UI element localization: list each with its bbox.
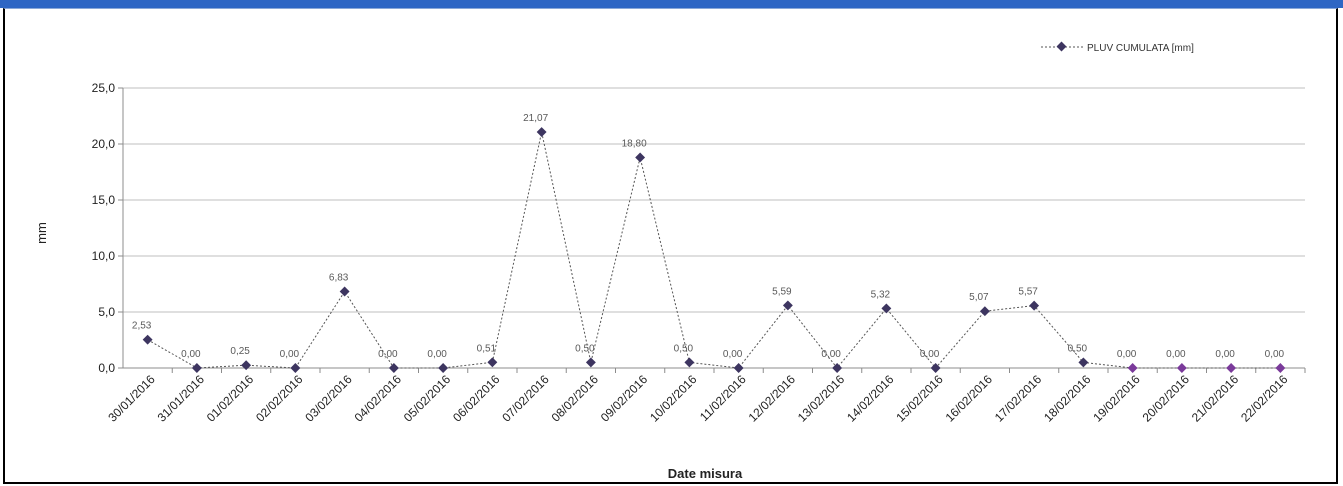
data-label: 5,32 xyxy=(871,289,891,300)
data-point xyxy=(635,152,646,163)
series-polyline xyxy=(147,131,1281,369)
data-label: 0,50 xyxy=(1068,343,1088,354)
data-point xyxy=(241,360,252,371)
data-point xyxy=(438,363,449,373)
x-tick-labels: 30/01/201631/01/201601/02/201602/02/2016… xyxy=(105,372,1290,425)
data-label: 0,00 xyxy=(920,349,940,360)
data-point xyxy=(782,300,793,311)
data-label: 21,07 xyxy=(523,113,548,124)
data-point xyxy=(1226,363,1237,373)
data-point xyxy=(290,363,301,373)
y-tick-label: 5,0 xyxy=(98,305,115,319)
data-point xyxy=(832,363,843,373)
x-tick-label: 18/02/2016 xyxy=(1041,372,1094,425)
data-label: 2,53 xyxy=(132,321,152,332)
series-markers xyxy=(142,127,1286,373)
data-label: 0,00 xyxy=(280,349,300,360)
x-tick-label: 16/02/2016 xyxy=(943,372,996,425)
data-label: 0,00 xyxy=(821,349,841,360)
chart-frame xyxy=(3,8,1338,484)
data-label: 0,00 xyxy=(378,349,398,360)
x-tick-label: 13/02/2016 xyxy=(795,372,848,425)
data-label: 0,00 xyxy=(1215,349,1235,360)
x-tick-label: 11/02/2016 xyxy=(697,372,749,424)
data-label: 6,83 xyxy=(329,273,349,284)
x-tick-label: 12/02/2016 xyxy=(746,372,799,425)
data-point xyxy=(191,363,202,373)
data-point xyxy=(979,306,990,317)
data-point xyxy=(1127,363,1138,373)
y-tick-label: 0,0 xyxy=(98,361,115,375)
data-point xyxy=(1078,357,1089,368)
data-point xyxy=(1176,363,1187,373)
data-label: 0,00 xyxy=(1265,349,1285,360)
data-label: 0,00 xyxy=(181,349,201,360)
data-point xyxy=(487,357,498,368)
y-tick-labels: 0,0 5,0 10,0 15,0 20,0 25,0 xyxy=(92,81,116,375)
x-tick-label: 15/02/2016 xyxy=(893,372,946,425)
data-point xyxy=(585,357,596,368)
x-tick-label: 19/02/2016 xyxy=(1090,372,1143,425)
data-label: 5,57 xyxy=(1018,287,1038,298)
data-point xyxy=(536,127,547,137)
x-tick-label: 04/02/2016 xyxy=(352,372,405,425)
data-point xyxy=(1029,300,1040,311)
x-axis-title: Date misura xyxy=(668,466,743,481)
data-point xyxy=(339,286,350,297)
legend-marker-sample xyxy=(1056,41,1067,52)
title-strip xyxy=(0,0,1343,8)
data-label: 0,00 xyxy=(1166,349,1186,360)
data-labels: 2,53 0,00 0,25 0,00 6,83 0,00 0,00 0,51 21,07 0,5… xyxy=(132,113,1285,360)
data-label: 5,07 xyxy=(969,292,989,303)
x-tick-label: 05/02/2016 xyxy=(401,372,454,425)
legend-label: PLUV CUMULATA [mm] xyxy=(1087,43,1194,54)
x-tick-label: 08/02/2016 xyxy=(549,372,602,425)
data-label: 0,00 xyxy=(723,349,743,360)
y-tick-label: 10,0 xyxy=(92,249,116,263)
data-point xyxy=(142,334,153,345)
data-label: 0,51 xyxy=(477,343,497,354)
x-tick-label: 02/02/2016 xyxy=(253,372,306,425)
x-tick-label: 22/02/2016 xyxy=(1238,372,1291,425)
x-tick-label: 10/02/2016 xyxy=(647,372,700,425)
gridlines xyxy=(118,87,1306,373)
series-line xyxy=(147,131,1281,369)
data-label: 18,80 xyxy=(622,138,647,149)
x-tick-label: 21/02/2016 xyxy=(1189,372,1242,425)
data-label: 0,50 xyxy=(575,343,595,354)
x-tick-label: 20/02/2016 xyxy=(1140,372,1193,425)
data-point xyxy=(1275,363,1286,373)
x-tick-label: 06/02/2016 xyxy=(450,372,503,425)
x-tick-label: 17/02/2016 xyxy=(992,372,1045,425)
x-tick-label: 03/02/2016 xyxy=(302,372,355,425)
data-point xyxy=(388,363,399,373)
data-label: 0,25 xyxy=(230,346,250,357)
x-tick-label: 07/02/2016 xyxy=(499,372,552,425)
y-tick-label: 15,0 xyxy=(92,193,116,207)
x-tick-label: 30/01/2016 xyxy=(105,372,158,425)
data-point xyxy=(684,357,695,368)
legend: PLUV CUMULATA [mm] xyxy=(1041,41,1194,54)
x-tick-label: 09/02/2016 xyxy=(598,372,651,425)
data-label: 0,00 xyxy=(427,349,447,360)
data-label: 0,00 xyxy=(1117,349,1137,360)
data-label: 5,59 xyxy=(772,286,792,297)
x-tick-label: 14/02/2016 xyxy=(844,372,897,425)
y-tick-label: 20,0 xyxy=(92,137,116,151)
x-tick-label: 31/01/2016 xyxy=(155,372,208,425)
data-point xyxy=(930,363,941,373)
y-tick-label: 25,0 xyxy=(92,81,116,95)
x-tick-label: 01/02/2016 xyxy=(204,372,257,425)
data-point xyxy=(881,303,892,314)
y-axis-title: mm xyxy=(34,222,49,244)
data-point xyxy=(733,363,744,373)
data-label: 0,50 xyxy=(674,343,694,354)
